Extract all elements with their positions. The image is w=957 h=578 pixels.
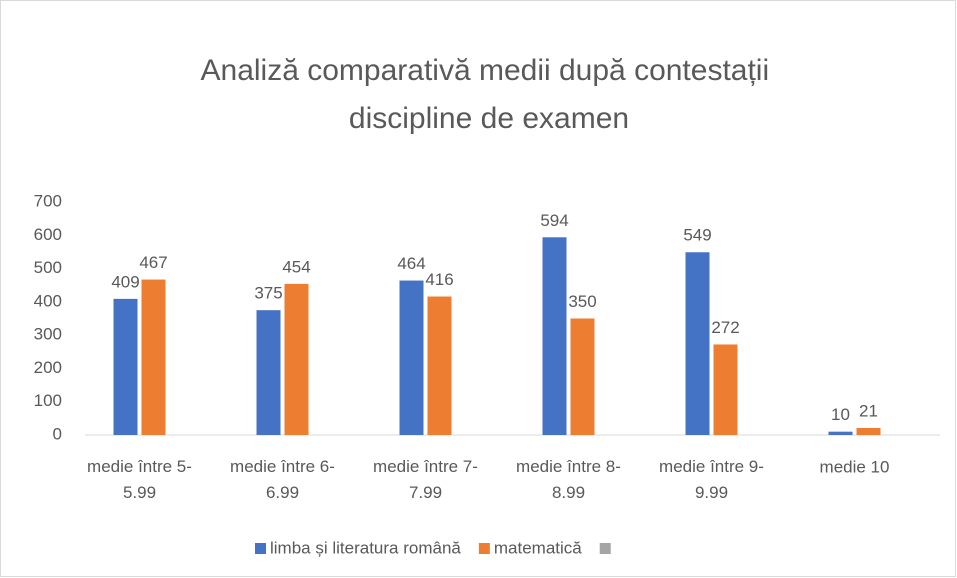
x-tick-label: medie între 5-5.99: [87, 457, 192, 502]
x-tick-label: medie între 9-9.99: [659, 457, 764, 502]
x-tick-label: medie între 7-7.99: [373, 457, 478, 502]
legend-swatch: [599, 543, 611, 554]
data-label: 464: [397, 254, 425, 273]
legend-swatch: [255, 543, 266, 554]
bar: [685, 252, 710, 435]
chart-title: Analiză comparativă medii după contestaț…: [201, 54, 778, 135]
x-tick-label: medie 10: [820, 457, 890, 476]
x-tick-label: medie între 8-8.99: [516, 457, 621, 502]
y-tick-label: 0: [53, 424, 62, 443]
data-label: 409: [111, 272, 139, 291]
data-label: 21: [859, 401, 878, 420]
bar: [570, 318, 595, 435]
y-tick-label: 100: [34, 391, 62, 410]
y-tick-label: 300: [34, 325, 62, 344]
y-tick-label: 400: [34, 291, 62, 310]
y-tick-label: 600: [34, 225, 62, 244]
data-label: 375: [254, 284, 282, 303]
bar: [113, 298, 138, 435]
data-label: 350: [568, 292, 596, 311]
data-label: 10: [831, 405, 850, 424]
legend-swatch: [478, 543, 490, 554]
bar: [399, 280, 424, 435]
y-tick-label: 700: [34, 191, 62, 210]
legend-label: limba și literatura română: [270, 538, 461, 557]
bar: [284, 283, 309, 435]
bar: [256, 310, 281, 435]
data-label: 416: [425, 270, 453, 289]
x-tick-label: medie între 6-6.99: [230, 457, 335, 502]
bar: [427, 296, 452, 435]
data-label: 594: [540, 211, 568, 230]
bar: [141, 279, 166, 435]
data-label: 272: [711, 318, 739, 337]
data-label: 549: [683, 226, 711, 245]
bar: [856, 428, 881, 435]
y-tick-label: 500: [34, 258, 62, 277]
data-label: 467: [139, 253, 167, 272]
data-label: 454: [282, 257, 310, 276]
y-tick-label: 200: [34, 358, 62, 377]
bar: [542, 237, 567, 435]
bar: [828, 431, 853, 435]
legend-label: matematică: [494, 538, 582, 557]
bar: [713, 344, 738, 435]
